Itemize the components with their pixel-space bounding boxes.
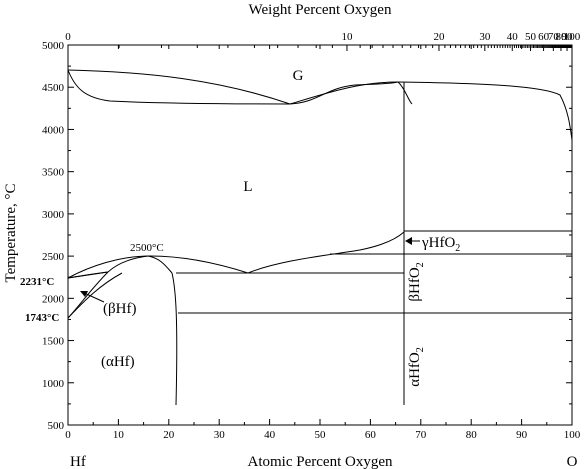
annotation-1743: 1743°C xyxy=(25,312,59,324)
top-tick-label: 80 xyxy=(555,31,567,43)
top-tick-label: 10 xyxy=(341,31,353,43)
top-tick-label: 50 xyxy=(525,31,537,43)
gas-dome-lower xyxy=(67,69,291,105)
gas-dome-right-lower xyxy=(289,81,399,105)
top-tick-label: 60 xyxy=(538,31,550,43)
bottom-tick-label: 20 xyxy=(163,429,175,441)
bottom-tick-labels: 0 10 20 30 40 50 60 70 80 90 100 xyxy=(65,429,581,441)
gas-oxygen-side xyxy=(397,81,573,141)
alpha-beta-boundary xyxy=(67,272,123,319)
bottom-tick-label: 30 xyxy=(214,429,226,441)
alpha-hf-top-dome xyxy=(107,255,173,274)
gas-hfo2-boundary xyxy=(397,81,413,105)
annotation-2500: 2500°C xyxy=(130,242,164,254)
phase-beta-hfo2-label: βHfO2 xyxy=(407,262,426,301)
top-tick-label: 90 xyxy=(562,31,574,43)
beta-hf-arrowhead xyxy=(80,291,88,297)
left-tick-label: 500 xyxy=(48,420,65,432)
left-tick-label: 1500 xyxy=(42,336,65,348)
component-hf-label: Hf xyxy=(70,454,86,469)
region-gas-label: G xyxy=(293,68,304,84)
left-tick-label: 1000 xyxy=(42,378,65,390)
top-tick-label: 0 xyxy=(65,31,71,43)
bottom-tick-label: 10 xyxy=(113,429,125,441)
alpha-hf-solvus xyxy=(171,272,178,406)
bottom-tick-label: 70 xyxy=(415,429,427,441)
bottom-tick-label: 100 xyxy=(564,429,581,441)
left-axis-title: Temperature, °C xyxy=(3,183,19,282)
top-tick-label: 30 xyxy=(479,31,491,43)
annotation-2231: 2231°C xyxy=(20,276,54,288)
top-tick-label: 70 xyxy=(548,31,560,43)
left-tick-label: 3500 xyxy=(42,167,65,179)
region-beta-hf-label: (βHf) xyxy=(103,301,136,317)
bottom-tick-label: 0 xyxy=(65,429,71,441)
bottom-tick-label: 40 xyxy=(264,429,276,441)
top-tick-label: 20 xyxy=(433,31,445,43)
top-axis-title: Weight Percent Oxygen xyxy=(249,2,392,18)
bottom-tick-label: 80 xyxy=(466,429,478,441)
bottom-axis-title: Atomic Percent Oxygen xyxy=(248,454,393,469)
invariant-2231 xyxy=(67,271,109,279)
left-tick-labels: 500 1000 1500 2000 2500 3000 3500 4000 4500 5000 xyxy=(42,40,65,432)
tick-marks xyxy=(67,44,573,426)
gamma-arrowhead xyxy=(405,237,412,245)
bottom-tick-label: 60 xyxy=(365,429,377,441)
left-tick-label: 4000 xyxy=(42,124,65,136)
left-tick-label: 2500 xyxy=(42,251,65,263)
bottom-tick-label: 90 xyxy=(516,429,528,441)
region-alpha-hf-label: (αHf) xyxy=(101,354,135,370)
left-tick-label: 5000 xyxy=(42,40,65,52)
phase-alpha-hfo2-label: αHfO2 xyxy=(407,347,426,387)
liquidus-right xyxy=(247,231,405,274)
phase-gamma-hfo2-label: γHfO2 xyxy=(421,235,460,254)
top-tick-label: 40 xyxy=(507,31,519,43)
phase-boundaries xyxy=(67,69,573,406)
left-tick-label: 4500 xyxy=(42,82,65,94)
component-o-label: O xyxy=(567,454,578,469)
left-tick-label: 3000 xyxy=(42,209,65,221)
gas-dome-upper xyxy=(67,69,399,105)
top-tick-label: 100 xyxy=(564,31,581,43)
bottom-tick-label: 50 xyxy=(315,429,327,441)
left-tick-label: 2000 xyxy=(42,293,65,305)
region-liquid-label: L xyxy=(243,179,252,195)
